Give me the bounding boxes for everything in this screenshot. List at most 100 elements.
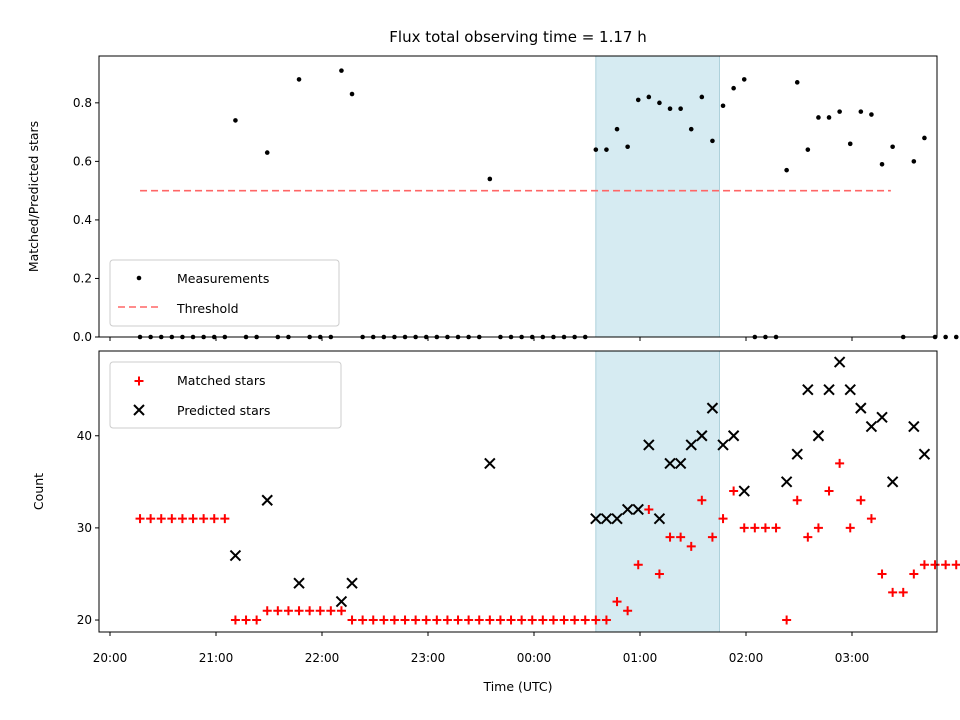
matched-star-point [177,514,187,524]
predicted-star-point [346,577,358,589]
predicted-star-point [886,476,899,488]
matched-star-point [877,569,887,579]
predicted-star-point [696,430,708,442]
matched-star-point [199,514,209,524]
measurement-point [922,135,927,141]
matched-star-point [379,615,389,625]
matched-star-point [156,514,166,524]
measurement-point [837,109,842,114]
matched-star-point [644,504,654,514]
x-tick-label: 20:00 [93,651,128,665]
matched-star-point [803,532,813,542]
matched-star-point [729,486,739,496]
bottom-x-ticks: 20:00 21:00 22:00 23:00 00:00 01:00 02:00 03:00 [93,632,869,665]
matched-star-point [951,560,960,570]
matched-star-point [919,560,929,570]
predicted-star-point [812,430,825,442]
measurement-point [741,77,747,82]
predicted-star-point [632,503,644,516]
matched-star-point [336,606,346,616]
measurement-point [826,115,832,120]
predicted-star-point [823,383,835,396]
matched-star-point [623,606,633,616]
matched-star-point [707,532,717,542]
matched-star-point [835,458,845,468]
matched-star-point [358,615,368,625]
legend-matched-marker [134,376,144,386]
matched-star-point [570,615,580,625]
top-y-tick-label: 0.2 [73,271,92,285]
matched-star-point [368,615,378,625]
matched-star-point [909,569,919,579]
measurement-point [943,334,948,340]
top-y-tick-label: 0.4 [73,213,92,227]
measurement-point [699,94,705,100]
measurement-point [805,147,811,152]
matched-star-point [474,615,484,625]
measurement-point [953,334,959,340]
top-y-ticks: 0.0 0.2 0.4 0.6 0.8 [73,96,99,344]
measurement-point [847,141,853,147]
top-y-tick-label: 0.8 [73,96,92,110]
measurement-point [688,126,694,132]
measurement-point [720,103,726,109]
predicted-star-point [653,512,666,525]
predicted-star-point [802,383,814,396]
matched-star-point [421,615,431,625]
predicted-star-point [780,476,793,488]
matched-star-point [548,615,558,625]
predicted-star-point [643,439,655,451]
matched-star-point [326,606,336,616]
predicted-star-point [600,512,613,525]
matched-star-point [252,615,262,625]
matched-star-point [760,523,770,533]
top-legend-box [109,259,340,327]
matched-star-point [718,514,728,524]
matched-star-point [665,532,675,542]
matched-star-point [686,541,696,551]
matched-star-point [824,486,834,496]
top-y-tick-label: 0.6 [73,154,92,168]
legend-predicted-label: Predicted stars [177,403,270,418]
matched-star-point [485,615,495,625]
predicted-star-point [738,485,750,497]
matched-star-point [517,615,527,625]
matched-star-point [930,560,940,570]
matched-star-point [146,514,156,524]
matched-star-point [601,615,611,625]
matched-star-point [453,615,463,625]
predicted-star-point [590,512,602,525]
predicted-star-point [855,402,867,414]
bottom-legend: Matched stars Predicted stars [109,361,342,429]
top-panel: 0.0 0.2 0.4 0.6 0.8 Flux total observing tim… [26,28,959,344]
measurement-point [646,94,652,100]
legend-predicted-marker [133,404,145,416]
matched-star-point [294,606,304,616]
measurement-point [349,91,355,97]
measurement-point [593,147,599,152]
matched-star-point [241,615,251,625]
matched-star-point [273,606,283,616]
x-tick-label: 02:00 [729,651,764,665]
measurement-point [233,118,238,123]
predicted-star-point [621,503,634,516]
matched-star-point [750,523,760,533]
matched-star-point [612,597,622,607]
matched-star-point [188,514,198,524]
measurement-point [710,138,715,144]
x-tick-label: 22:00 [305,651,340,665]
measurement-point [296,77,302,82]
x-tick-label: 21:00 [199,651,234,665]
matched-star-point [845,523,855,533]
measurement-point [678,106,683,111]
measurement-point [635,97,641,103]
matched-star-point [305,606,315,616]
top-y-tick-label: 0.0 [73,330,92,344]
predicted-star-point [685,439,697,451]
bottom-legend-box [109,361,342,429]
bottom-y-tick-label: 30 [77,521,92,535]
bottom-highlight-span [595,350,720,633]
measurement-point [614,126,620,132]
matched-star-point [559,615,569,625]
